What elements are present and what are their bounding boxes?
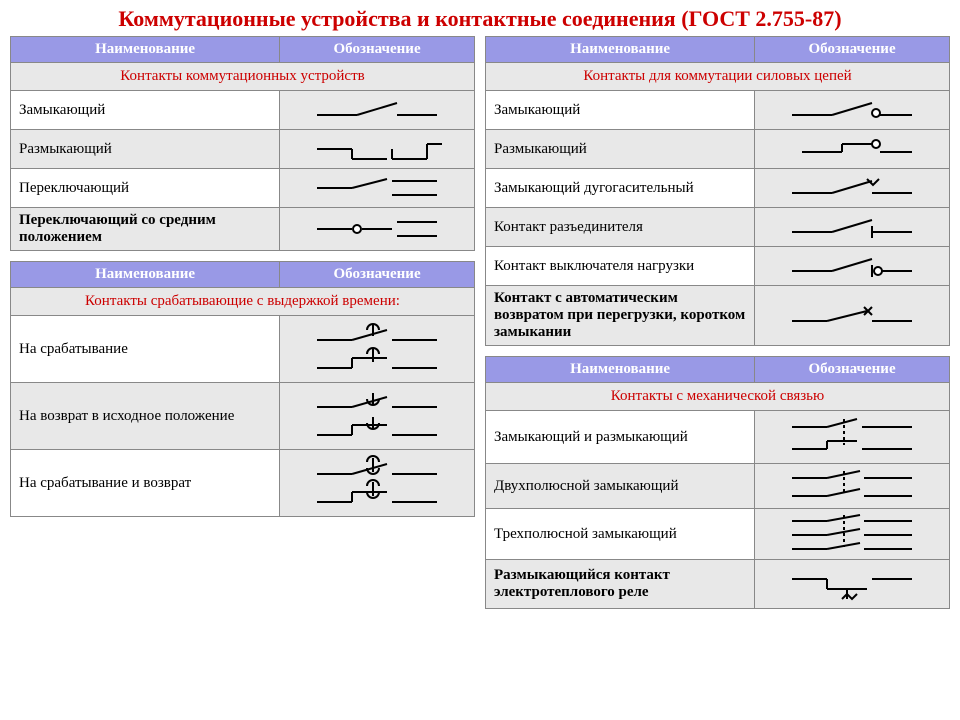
table-subhead: Контакты срабатывающие с выдержкой време… [11, 288, 475, 316]
symbol-cell [280, 208, 475, 251]
row-label: Переключающий со средним положением [11, 208, 280, 251]
symbol-cell [755, 208, 950, 247]
table-row: Контакт выключателя нагрузки [486, 247, 950, 286]
row-label: Двухполюсной замыкающий [486, 464, 755, 509]
symbol-cell [280, 316, 475, 383]
symbol-cell [755, 169, 950, 208]
col-symbol-header: Обозначение [280, 262, 475, 288]
row-label: Контакт с автоматическим возвратом при п… [486, 286, 755, 346]
symbol-cell [755, 560, 950, 609]
col-name-header: Наименование [486, 37, 755, 63]
symbol-cell [755, 130, 950, 169]
row-label: На срабатывание [11, 316, 280, 383]
row-label: На срабатывание и возврат [11, 450, 280, 517]
table-row: Замыкающий [486, 91, 950, 130]
col-symbol-header: Обозначение [280, 37, 475, 63]
table-subhead: Контакты коммутационных устройств [11, 63, 475, 91]
row-label: Контакт выключателя нагрузки [486, 247, 755, 286]
table-row: Размыкающий [486, 130, 950, 169]
symbol-cell [755, 91, 950, 130]
tables-grid: НаименованиеОбозначениеКонтакты коммутац… [0, 36, 960, 609]
symbol-table-1: НаименованиеОбозначениеКонтакты срабатыв… [10, 261, 475, 517]
symbol-cell [755, 411, 950, 464]
symbol-cell [280, 91, 475, 130]
symbol-table-3: НаименованиеОбозначениеКонтакты с механи… [485, 356, 950, 609]
row-label: Размыкающийся контакт электротеплового р… [486, 560, 755, 609]
col-name-header: Наименование [486, 357, 755, 383]
row-label: Размыкающий [486, 130, 755, 169]
right-column: НаименованиеОбозначениеКонтакты для комм… [485, 36, 950, 609]
table-row: Контакт с автоматическим возвратом при п… [486, 286, 950, 346]
symbol-cell [280, 130, 475, 169]
row-label: Контакт разъединителя [486, 208, 755, 247]
table-row: На возврат в исходное положение [11, 383, 475, 450]
table-row: На срабатывание [11, 316, 475, 383]
row-label: Замыкающий дугогасительный [486, 169, 755, 208]
symbol-cell [280, 169, 475, 208]
symbol-cell [280, 383, 475, 450]
table-row: Контакт разъединителя [486, 208, 950, 247]
symbol-cell [755, 247, 950, 286]
symbol-table-2: НаименованиеОбозначениеКонтакты для комм… [485, 36, 950, 346]
symbol-cell [755, 509, 950, 560]
table-row: Размыкающий [11, 130, 475, 169]
col-name-header: Наименование [11, 37, 280, 63]
table-row: Замыкающий и размыкающий [486, 411, 950, 464]
col-symbol-header: Обозначение [755, 357, 950, 383]
table-row: На срабатывание и возврат [11, 450, 475, 517]
symbol-cell [755, 286, 950, 346]
symbol-table-0: НаименованиеОбозначениеКонтакты коммутац… [10, 36, 475, 251]
table-row: Размыкающийся контакт электротеплового р… [486, 560, 950, 609]
row-label: Размыкающий [11, 130, 280, 169]
row-label: Замыкающий [11, 91, 280, 130]
table-row: Двухполюсной замыкающий [486, 464, 950, 509]
row-label: Переключающий [11, 169, 280, 208]
page-title: Коммутационные устройства и контактные с… [0, 0, 960, 36]
table-row: Замыкающий дугогасительный [486, 169, 950, 208]
col-symbol-header: Обозначение [755, 37, 950, 63]
table-row: Замыкающий [11, 91, 475, 130]
table-row: Переключающий [11, 169, 475, 208]
left-column: НаименованиеОбозначениеКонтакты коммутац… [10, 36, 475, 609]
table-subhead: Контакты с механической связью [486, 383, 950, 411]
row-label: Замыкающий [486, 91, 755, 130]
symbol-cell [755, 464, 950, 509]
table-row: Трехполюсной замыкающий [486, 509, 950, 560]
symbol-cell [280, 450, 475, 517]
row-label: На возврат в исходное положение [11, 383, 280, 450]
table-row: Переключающий со средним положением [11, 208, 475, 251]
row-label: Трехполюсной замыкающий [486, 509, 755, 560]
row-label: Замыкающий и размыкающий [486, 411, 755, 464]
col-name-header: Наименование [11, 262, 280, 288]
table-subhead: Контакты для коммутации силовых цепей [486, 63, 950, 91]
